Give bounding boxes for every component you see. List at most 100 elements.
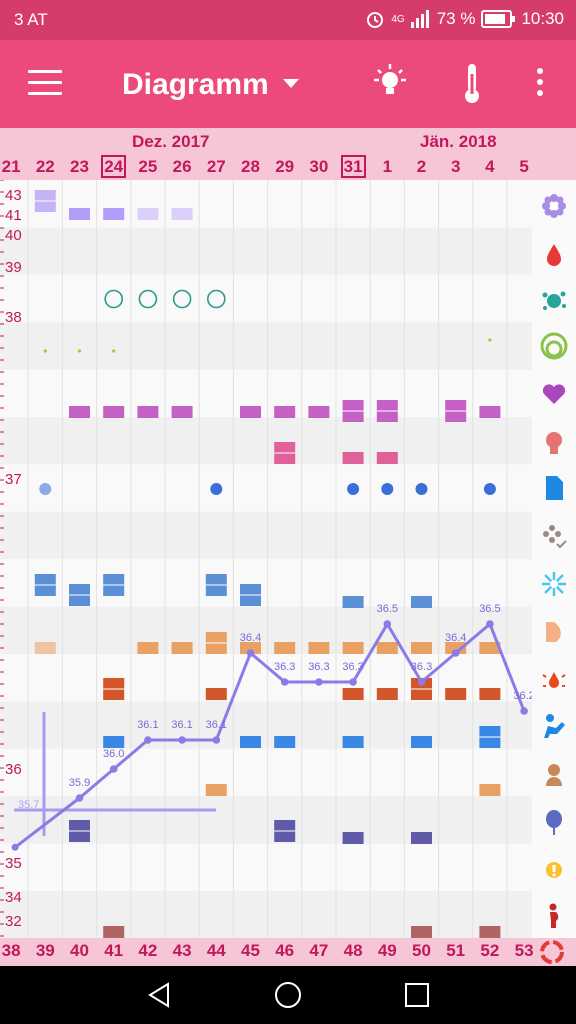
symptom-mark: [342, 642, 364, 654]
day-label[interactable]: 28: [241, 157, 260, 176]
pregnancy-icon[interactable]: [540, 618, 568, 646]
symptom-mark: [342, 832, 364, 844]
temperature-label: 36.4: [240, 632, 261, 644]
alarm-icon: [367, 12, 384, 28]
fertility-chart[interactable]: 43 41 40 39 38 37 36 35 34 32 35.7 35.9 36.0 36.1 36.1…: [0, 180, 532, 938]
day-label[interactable]: 2: [416, 157, 427, 176]
tiny-dot-mark: [77, 349, 82, 353]
temperature-point: [144, 736, 152, 744]
temperature-label: 36.4: [445, 632, 466, 644]
symptom-mark: [137, 208, 159, 220]
symptom-mark: [205, 688, 227, 700]
temperature-line-lead: [14, 796, 81, 849]
day-label[interactable]: 1: [382, 157, 393, 176]
day-label[interactable]: 29: [275, 157, 295, 176]
symptom-mark: [240, 642, 261, 654]
heart-icon[interactable]: [540, 380, 568, 408]
cycle-day-label: 48: [343, 941, 363, 960]
tiny-dot-mark: [488, 338, 492, 342]
lightbulb-icon[interactable]: [372, 62, 408, 102]
symptom-mark: [445, 642, 467, 654]
more-options-icon[interactable]: [530, 68, 550, 100]
sparkle-icon[interactable]: [540, 570, 568, 598]
exercise-icon[interactable]: [540, 712, 568, 740]
symptom-mark: [171, 208, 193, 220]
head-icon[interactable]: [540, 428, 568, 456]
day-label[interactable]: 27: [206, 157, 226, 176]
symptom-mark: [171, 406, 193, 418]
day-label[interactable]: 5: [519, 157, 529, 176]
drop-burst-icon[interactable]: [540, 666, 568, 694]
symptom-mark: [411, 642, 432, 654]
day-label[interactable]: 26: [172, 157, 192, 176]
day-label[interactable]: 30: [309, 157, 329, 176]
thermometer-icon[interactable]: [458, 62, 486, 106]
symptom-mark: [342, 596, 364, 608]
symptom-mark: [274, 736, 296, 748]
back-icon[interactable]: [144, 980, 174, 1010]
status-bar: 3 AT 4G 73 % 10:30: [0, 0, 576, 40]
day-label[interactable]: 24: [97, 155, 131, 178]
battery-icon: [481, 10, 516, 28]
scale-label: 35: [5, 855, 22, 872]
app-bar: Diagramm: [0, 40, 576, 128]
temperature-point: [486, 620, 494, 628]
scale-label: 34: [5, 889, 22, 906]
balloon-icon[interactable]: [540, 808, 568, 836]
temperature-label: 35.9: [69, 777, 90, 789]
open-circle-mark: [172, 289, 192, 309]
day-label[interactable]: 3: [450, 157, 461, 176]
temperature-point: [212, 736, 221, 744]
symptom-mark: [308, 642, 330, 654]
flower-check-icon[interactable]: [540, 522, 568, 550]
chevron-down-icon[interactable]: [283, 79, 299, 88]
symptom-mark: [240, 736, 261, 748]
symptom-mark: [342, 688, 364, 700]
temperature-label: 36.2: [513, 690, 532, 702]
drop-icon[interactable]: [540, 240, 568, 268]
scale-label: 41: [5, 207, 22, 224]
temperature-point: [315, 678, 323, 686]
day-label[interactable]: 25: [138, 157, 158, 176]
cycle-day-label: 42: [138, 941, 158, 960]
symptom-mark: [411, 596, 432, 608]
home-icon[interactable]: [273, 980, 303, 1010]
symptom-mark: [103, 208, 125, 220]
symptom-mark: [137, 642, 159, 654]
temperature-line: [78, 621, 526, 800]
temperature-label: 36.3: [411, 661, 432, 673]
row-band: [0, 180, 532, 228]
day-label[interactable]: 4: [485, 157, 495, 176]
splash-icon[interactable]: [540, 286, 568, 314]
recents-icon[interactable]: [402, 980, 432, 1010]
rings-icon[interactable]: [540, 332, 568, 360]
day-label[interactable]: 22: [35, 157, 55, 176]
symptom-mark: [342, 452, 364, 464]
person-icon[interactable]: [540, 760, 568, 788]
symptom-mark: [103, 736, 125, 748]
temperature-label: 36.3: [342, 661, 363, 673]
temperature-label: 36.0: [103, 748, 124, 760]
document-icon[interactable]: [540, 474, 568, 502]
cycle-day-label: 52: [480, 941, 500, 960]
flower-icon[interactable]: [540, 192, 568, 220]
pregnant-person-icon[interactable]: [540, 902, 568, 930]
row-band: [0, 891, 532, 938]
row-band: [0, 701, 532, 749]
day-label[interactable]: 23: [70, 157, 89, 176]
symptom-mark: [103, 406, 125, 418]
row-band: [0, 606, 532, 654]
symptom-mark: [411, 736, 432, 748]
day-label[interactable]: 31: [336, 155, 370, 178]
symptom-mark: [342, 736, 364, 748]
cycle-icon[interactable]: [538, 938, 566, 966]
dot-mark: [210, 483, 223, 495]
menu-icon[interactable]: [28, 70, 62, 96]
symptom-mark: [137, 406, 159, 418]
symptom-mark: [274, 642, 296, 654]
alert-icon[interactable]: [540, 856, 568, 884]
scale-label: 39: [5, 259, 22, 276]
page-title[interactable]: Diagramm: [122, 68, 269, 101]
symptom-mark: [411, 832, 432, 844]
day-label[interactable]: 21: [1, 157, 21, 176]
